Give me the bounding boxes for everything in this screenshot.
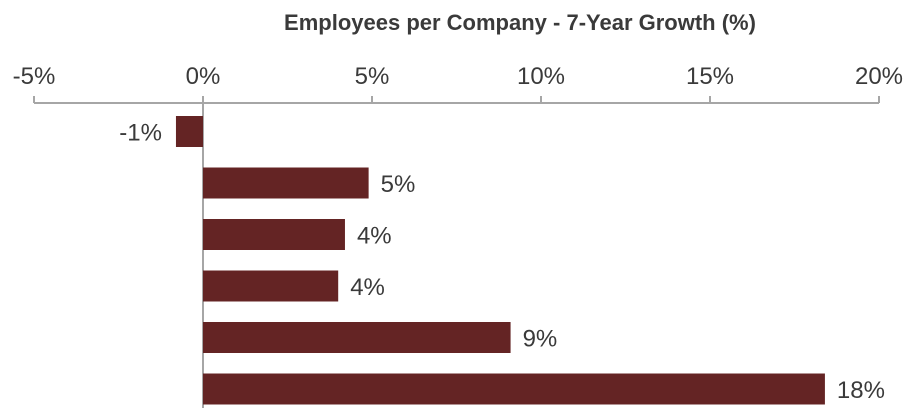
x-tick-label: 5% <box>355 63 390 90</box>
chart-title: Employees per Company - 7-Year Growth (%… <box>284 10 756 35</box>
data-labels: -1% 5% 4% 4% 9% 18% <box>119 120 885 405</box>
bar-data-label: 4% <box>350 274 385 301</box>
x-tick-label: 0% <box>186 63 221 90</box>
bar <box>203 167 369 199</box>
bar-data-label: 4% <box>357 223 392 250</box>
bar <box>203 322 511 353</box>
bar <box>175 116 203 147</box>
bar <box>203 270 339 302</box>
x-tick-label: 15% <box>686 63 734 90</box>
bar <box>203 219 345 250</box>
bar-data-label: 9% <box>523 326 558 353</box>
bars <box>175 116 825 405</box>
x-tick-label: 20% <box>855 63 903 90</box>
bar-data-label: 5% <box>381 171 416 198</box>
bar <box>203 373 825 405</box>
bar-data-label: -1% <box>119 120 162 147</box>
x-tick-label: 10% <box>517 63 565 90</box>
x-axis: -5% 0% 5% 10% 15% 20% <box>13 63 903 408</box>
bar-data-label: 18% <box>837 377 885 404</box>
x-tick-label: -5% <box>13 63 56 90</box>
